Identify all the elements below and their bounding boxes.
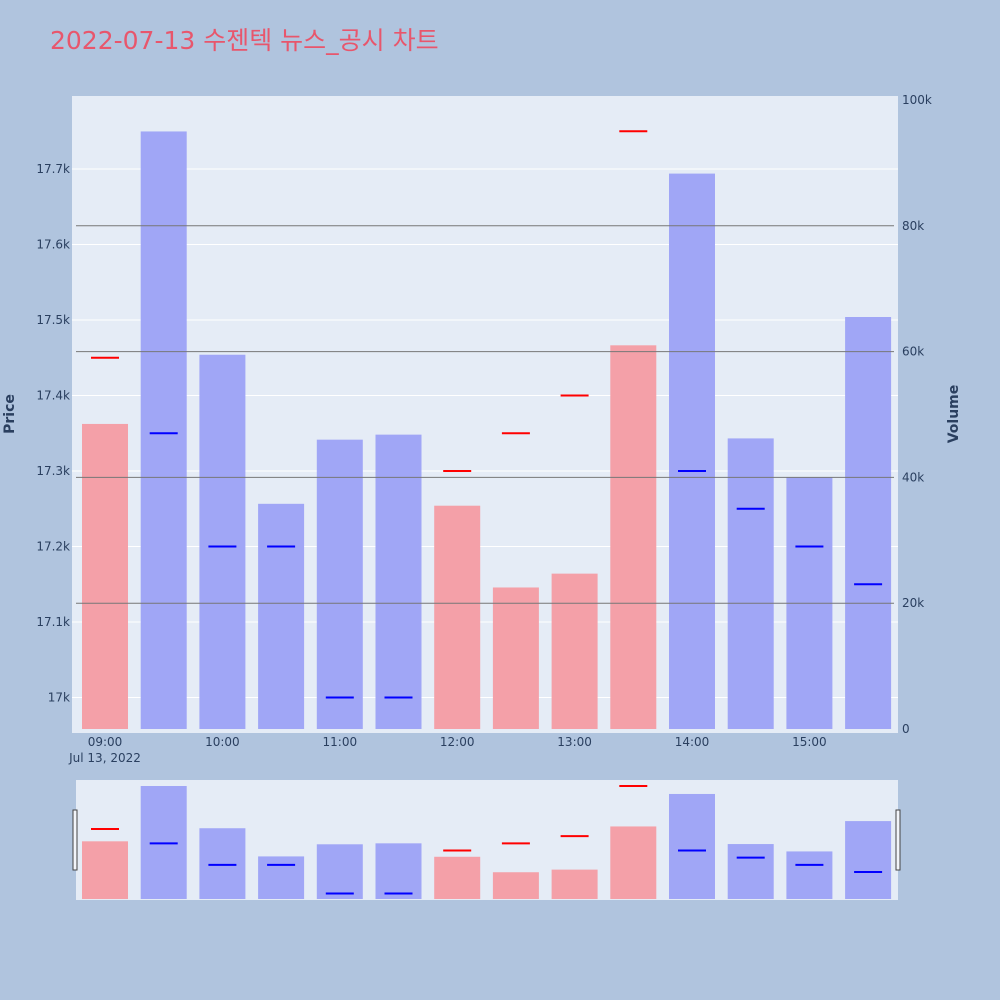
- time-tick-label: 09:00: [88, 735, 123, 749]
- range-slider-bar: [492, 872, 539, 899]
- price-tick-label: 17.2k: [36, 540, 70, 554]
- price-tick-label: 17.3k: [36, 464, 70, 478]
- range-slider-right-handle[interactable]: [895, 809, 901, 871]
- time-tick-label: 13:00: [557, 735, 592, 749]
- main-plot-area[interactable]: [72, 96, 898, 733]
- range-slider-bar: [258, 856, 305, 899]
- volume-bar: [669, 173, 715, 729]
- volume-tick-label: 0: [902, 722, 910, 736]
- time-tick-label: 11:00: [323, 735, 358, 749]
- range-slider-bar: [434, 856, 481, 899]
- range-slider-bar: [316, 844, 363, 899]
- price-tick-label: 17.5k: [36, 313, 70, 327]
- volume-bar: [258, 503, 305, 729]
- price-axis: 17k 17.1k 17.2k 17.3k 17.4k 17.5k 17.6k 17.7k: [36, 162, 70, 705]
- price-tick-label: 17k: [48, 691, 70, 705]
- range-slider-left-handle[interactable]: [72, 809, 78, 871]
- volume-bar: [316, 439, 363, 729]
- time-tick-label: 15:00: [792, 735, 827, 749]
- price-ticks: [91, 130, 883, 699]
- volume-bar: [199, 354, 246, 729]
- range-slider-bar: [786, 851, 833, 899]
- volume-bar: [492, 587, 539, 729]
- range-slider-bar: [727, 844, 774, 899]
- volume-axis-title: Volume: [946, 385, 962, 444]
- volume-bars: [82, 131, 892, 729]
- price-tick-label: 17.1k: [36, 615, 70, 629]
- volume-bar: [140, 131, 187, 729]
- range-slider-bars: [82, 786, 892, 899]
- time-axis[interactable]: 09:00 10:00 11:00 12:00 13:00 14:00 15:00 Jul 1…: [68, 735, 827, 765]
- range-slider[interactable]: [76, 780, 898, 900]
- range-slider-bar: [845, 821, 892, 899]
- volume-tick-label: 100k: [902, 93, 932, 107]
- range-slider-bar: [82, 841, 128, 899]
- price-tick-label: 17.7k: [36, 162, 70, 176]
- price-axis-title: Price: [2, 394, 18, 434]
- range-slider-bar: [551, 869, 598, 899]
- price-tick-label: 17.6k: [36, 238, 70, 252]
- volume-axis: 0 20k 40k 60k 80k 100k: [902, 93, 932, 736]
- volume-tick-label: 20k: [902, 596, 924, 610]
- volume-bar: [727, 438, 774, 729]
- volume-bar: [610, 345, 657, 729]
- date-label: Jul 13, 2022: [68, 751, 141, 765]
- volume-bar: [434, 505, 481, 729]
- chart-title: 2022-07-13 수젠텍 뉴스_공시 차트: [50, 26, 439, 55]
- price-tick-label: 17.4k: [36, 389, 70, 403]
- volume-tick-label: 40k: [902, 470, 924, 484]
- time-tick-label: 14:00: [675, 735, 710, 749]
- volume-bar: [551, 573, 598, 729]
- volume-bar: [375, 434, 422, 729]
- range-slider-bar: [199, 828, 246, 899]
- volume-bar: [82, 423, 128, 729]
- range-slider-bar: [610, 826, 657, 899]
- volume-tick-label: 60k: [902, 345, 924, 359]
- time-tick-label: 12:00: [440, 735, 475, 749]
- range-slider-price-ticks: [91, 785, 883, 895]
- time-tick-label: 10:00: [205, 735, 240, 749]
- range-slider-bar: [375, 843, 422, 899]
- volume-tick-label: 80k: [902, 219, 924, 233]
- volume-bar: [845, 317, 892, 729]
- range-slider-bar: [669, 793, 715, 899]
- volume-reference-lines: [76, 225, 894, 604]
